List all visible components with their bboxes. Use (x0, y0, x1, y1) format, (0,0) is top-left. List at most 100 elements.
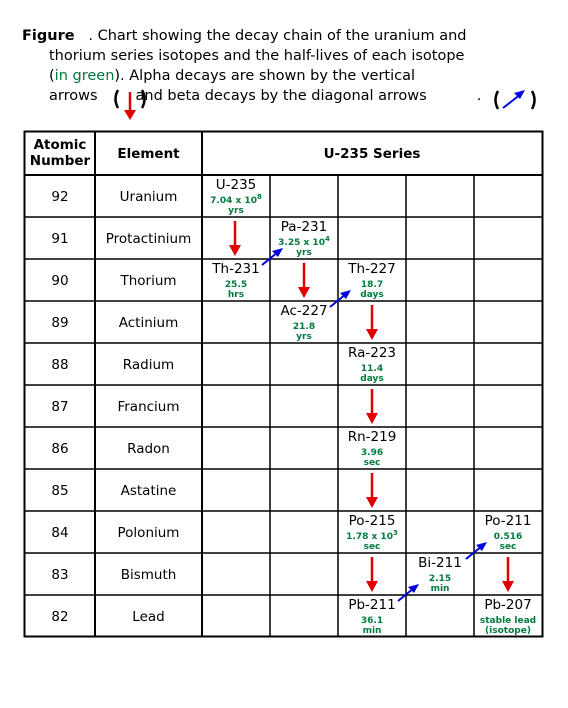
element-name-cell: Francium (117, 399, 180, 415)
element-name-cell: Polonium (117, 525, 180, 541)
caption-text-1: Chart showing the decay chain of the ura… (97, 28, 467, 44)
isotope-name: U-235 (215, 177, 257, 193)
caption-paren-open: ( (49, 68, 55, 84)
atomic-number-cell: 84 (51, 525, 69, 541)
atomic-number-cell: 86 (51, 441, 69, 457)
isotope-name: Ac-227 (280, 303, 328, 319)
isotope-label: Po-215 1.78 x 103 sec (338, 514, 406, 552)
isotope-name: Po-211 (484, 513, 532, 529)
half-life-number: 25.5 (224, 280, 248, 290)
half-life-number: 7.04 x 10 (210, 196, 257, 206)
atomic-number-cell: 87 (51, 399, 69, 415)
isotope-name: Bi-211 (418, 555, 462, 571)
header-number-label: Number (29, 153, 91, 169)
half-life-number: stable lead (479, 616, 537, 626)
atomic-number-cell: 85 (51, 483, 69, 499)
element-name-cell: Thorium (120, 273, 177, 289)
isotope-label: U-235 7.04 x 108 yrs (202, 178, 270, 216)
half-life-value: 11.4 (338, 360, 406, 374)
half-life-unit: sec (363, 458, 381, 468)
half-life-unit: min (430, 584, 450, 594)
caption-text-2: thorium series isotopes and the half-liv… (49, 48, 465, 64)
half-life-value: 25.5 (202, 276, 270, 290)
element-name-cell: Lead (132, 609, 165, 625)
caption-text-4b: and beta decays by the diagonal arrows (135, 88, 427, 104)
atomic-number-cell: 88 (51, 357, 69, 373)
half-life-number: 21.8 (292, 322, 316, 332)
half-life-exponent: 8 (256, 193, 262, 201)
atomic-number-cell: 92 (51, 189, 69, 205)
element-name-cell: Radon (127, 441, 170, 457)
element-name-cell: Astatine (120, 483, 177, 499)
caption-text-4a: arrows (49, 88, 98, 104)
isotope-name: Ra-223 (348, 345, 396, 361)
isotope-label: Th-227 18.7 days (338, 262, 406, 300)
figure-caption: Figure . Chart showing the decay chain o… (22, 26, 562, 106)
half-life-unit: hrs (227, 290, 245, 300)
beta-arrowheads (272, 248, 487, 593)
isotope-label: Po-211 0.516 sec (474, 514, 542, 552)
isotope-label: Pb-207 stable lead (isotope) (474, 598, 542, 636)
half-life-value: stable lead (474, 612, 542, 626)
atomic-number-cell: 90 (51, 273, 69, 289)
caption-dot: . (88, 28, 93, 44)
half-life-value: 1.78 x 103 (338, 528, 406, 542)
half-life-exponent: 3 (392, 529, 398, 537)
half-life-value: 36.1 (338, 612, 406, 626)
alpha-arrowheads (229, 245, 514, 592)
isotope-label: Th-231 25.5 hrs (202, 262, 270, 300)
half-life-unit: sec (499, 542, 517, 552)
half-life-unit: sec (363, 542, 381, 552)
half-life-unit: days (360, 290, 384, 300)
caption-text-4c: . (476, 88, 482, 104)
header-element: Element (117, 146, 180, 162)
isotope-label: Bi-211 2.15 min (406, 556, 474, 594)
half-life-exponent: 4 (324, 235, 330, 243)
isotope-name: Rn-219 (347, 429, 397, 445)
half-life-value: 2.15 (406, 570, 474, 584)
half-life-value: 7.04 x 108 (202, 192, 270, 206)
element-name-cell: Radium (122, 357, 175, 373)
element-name-cell: Actinium (118, 315, 179, 331)
isotope-name: Pa-231 (280, 219, 328, 235)
isotope-name: Th-227 (348, 261, 396, 277)
half-life-number: 1.78 x 10 (346, 532, 393, 542)
half-life-number: 0.516 (493, 532, 523, 542)
caption-text-3: ). Alpha decays are shown by the vertica… (114, 68, 416, 84)
isotope-label: Ra-223 11.4 days (338, 346, 406, 384)
half-life-unit: days (360, 374, 384, 384)
element-name-cell: Uranium (119, 189, 178, 205)
half-life-value: 3.25 x 104 (270, 234, 338, 248)
atomic-number-cell: 82 (51, 609, 69, 625)
atomic-number-cell: 83 (51, 567, 69, 583)
half-life-unit: yrs (228, 206, 244, 216)
half-life-unit: min (362, 626, 382, 636)
half-life-number: 11.4 (360, 364, 384, 374)
half-life-unit: yrs (296, 248, 312, 258)
isotope-name: Th-231 (212, 261, 260, 277)
caption-line-2: thorium series isotopes and the half-liv… (22, 46, 562, 66)
half-life-number: 36.1 (360, 616, 384, 626)
caption-line-1: Figure . Chart showing the decay chain o… (22, 26, 562, 46)
red-down-arrow-icon (114, 89, 146, 120)
alpha-arrows (233, 221, 510, 582)
isotope-label: Pb-211 36.1 min (338, 598, 406, 636)
isotope-label: Ac-227 21.8 yrs (270, 304, 338, 342)
caption-line-3: (in green). Alpha decays are shown by th… (22, 66, 562, 86)
blue-diagonal-arrow-icon (494, 90, 536, 110)
atomic-number-cell: 89 (51, 315, 69, 331)
half-life-number: 3.96 (360, 448, 384, 458)
half-life-value: 18.7 (338, 276, 406, 290)
caption-green-text: in green (54, 68, 115, 84)
half-life-value: 21.8 (270, 318, 338, 332)
isotope-name: Po-215 (348, 513, 396, 529)
figure-label: Figure (22, 28, 75, 44)
element-name-cell: Protactinium (105, 231, 192, 247)
isotope-label: Pa-231 3.25 x 104 yrs (270, 220, 338, 258)
caption-line-4: arrows and beta decays by the diagonal ar… (22, 86, 562, 106)
half-life-unit: (isotope) (485, 626, 531, 636)
half-life-number: 18.7 (360, 280, 384, 290)
element-name-cell: Bismuth (120, 567, 177, 583)
isotope-name: Pb-207 (484, 597, 532, 613)
